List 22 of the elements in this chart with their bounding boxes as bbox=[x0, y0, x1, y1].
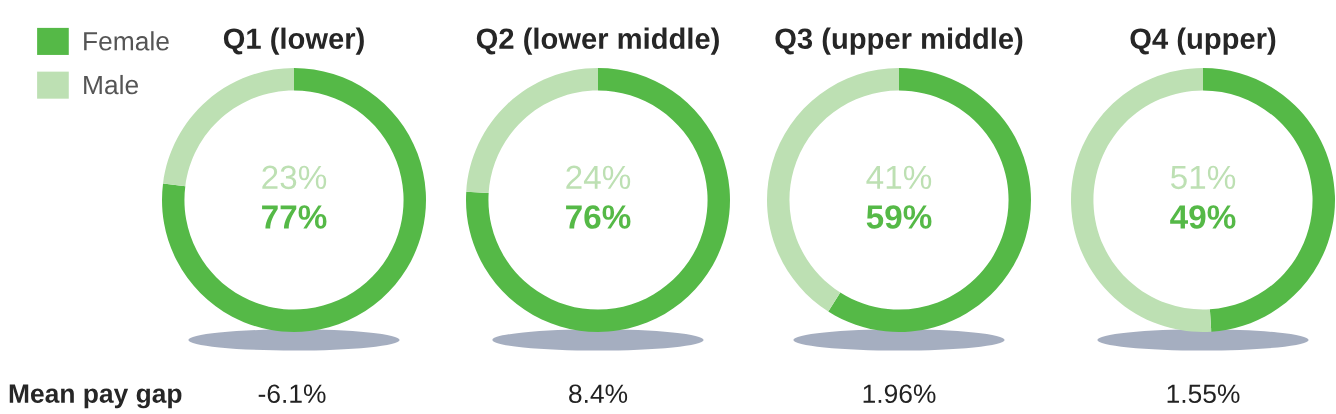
legend-label: Male bbox=[84, 74, 138, 95]
donut-slice bbox=[162, 68, 426, 332]
text: Mean pay gap bbox=[9, 384, 182, 409]
text: -6.1% bbox=[258, 384, 326, 404]
chart-title: Q3 (upper middle) bbox=[775, 27, 1023, 55]
donut-slice bbox=[466, 68, 730, 332]
text: 1.55% bbox=[1167, 384, 1240, 404]
legend-label: Female bbox=[84, 31, 169, 51]
chart-title: Q1 (lower) bbox=[223, 27, 364, 55]
data-label: 24% bbox=[566, 165, 631, 190]
data-label: 23% bbox=[262, 165, 327, 190]
data-label: 49% bbox=[1170, 205, 1236, 229]
donut-slice bbox=[828, 68, 1031, 332]
text: 8.4% bbox=[569, 384, 628, 404]
data-label: 59% bbox=[866, 205, 932, 229]
chart-title: Q2 (lower middle) bbox=[476, 27, 719, 55]
data-label: 41% bbox=[866, 165, 932, 190]
data-label: 76% bbox=[566, 205, 631, 229]
data-label: 77% bbox=[262, 205, 327, 229]
data-label: 51% bbox=[1170, 165, 1236, 190]
text: 1.96% bbox=[863, 384, 936, 404]
chart-title: Q4 (upper) bbox=[1130, 27, 1276, 55]
